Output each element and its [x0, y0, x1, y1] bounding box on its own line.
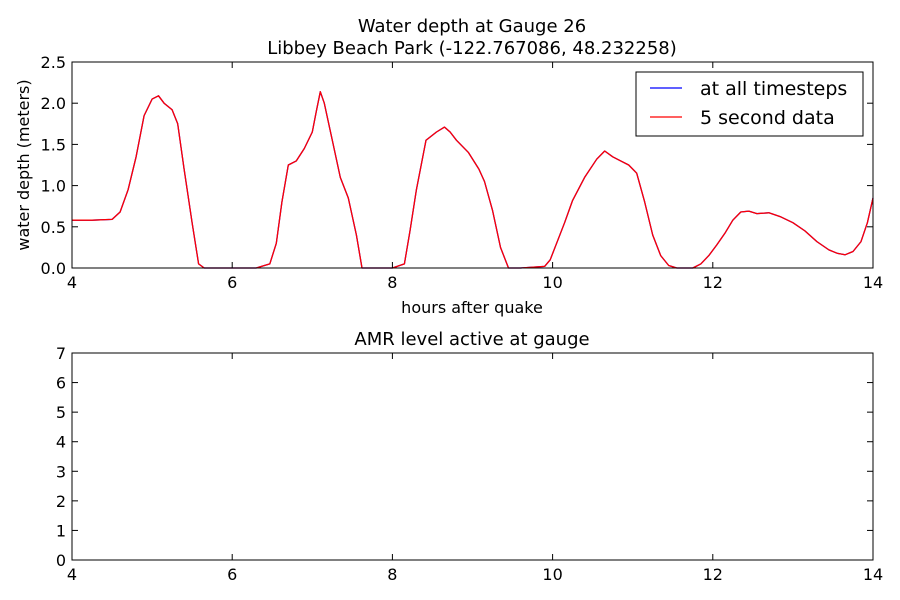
x-tick-label: 4 — [67, 273, 77, 292]
legend-label-5-second-data: 5 second data — [700, 107, 835, 129]
y-tick-label: 2 — [56, 492, 66, 511]
x-tick-label: 6 — [227, 565, 237, 584]
plot-area-frame — [71, 61, 874, 269]
chart-title: Water depth at Gauge 26 — [358, 16, 586, 37]
x-tick-label: 6 — [227, 273, 237, 292]
x-tick-label: 12 — [703, 273, 723, 292]
x-tick-label: 14 — [863, 565, 883, 584]
x-tick-label: 8 — [387, 273, 397, 292]
amr-level-chart: AMR level active at gauge 4 6 8 10 12 14 0123… — [56, 329, 883, 584]
water-depth-chart: Water depth at Gauge 26 Libbey Beach Par… — [14, 16, 883, 317]
y-tick-label: 2.0 — [41, 94, 66, 113]
series-lines — [72, 91, 874, 269]
x-tick-label: 4 — [67, 565, 77, 584]
legend: at all timesteps 5 second data — [635, 71, 864, 137]
x-tick-label: 14 — [863, 273, 883, 292]
y-tick-label: 2.5 — [41, 53, 66, 72]
y-tick-label: 7 — [56, 344, 66, 363]
y-tick-label: 6 — [56, 374, 66, 393]
y-axis-ticks: 0.0 0.5 1.0 1.5 2.0 2.5 — [41, 53, 873, 278]
y-tick-label: 5 — [56, 403, 66, 422]
x-tick-label: 8 — [387, 565, 397, 584]
y-tick-label: 0.0 — [41, 259, 66, 278]
series-line-1 — [72, 91, 874, 269]
x-axis-label: hours after quake — [401, 298, 543, 317]
y-tick-label: 1 — [56, 521, 66, 540]
x-tick-label: 12 — [703, 565, 723, 584]
y-tick-label: 1.0 — [41, 177, 66, 196]
x-axis-ticks: 4 6 8 10 12 14 — [67, 62, 883, 292]
y-tick-label: 4 — [56, 433, 66, 452]
chart-subtitle: Libbey Beach Park (-122.767086, 48.23225… — [267, 38, 677, 59]
chart-title: AMR level active at gauge — [354, 329, 589, 350]
y-tick-label: 1.5 — [41, 135, 66, 154]
x-axis-ticks: 4 6 8 10 12 14 — [67, 353, 883, 584]
y-axis-label: water depth (meters) — [14, 79, 33, 250]
plot-area-frame — [71, 352, 874, 561]
y-tick-label: 0.5 — [41, 218, 66, 237]
y-axis-ticks: 0 1 2 3 4 5 6 7 — [56, 344, 873, 570]
y-tick-label: 0 — [56, 551, 66, 570]
legend-box — [635, 71, 864, 137]
y-tick-label: 3 — [56, 462, 66, 481]
legend-label-all-timesteps: at all timesteps — [700, 78, 847, 100]
x-tick-label: 10 — [542, 273, 562, 292]
x-tick-label: 10 — [542, 565, 562, 584]
